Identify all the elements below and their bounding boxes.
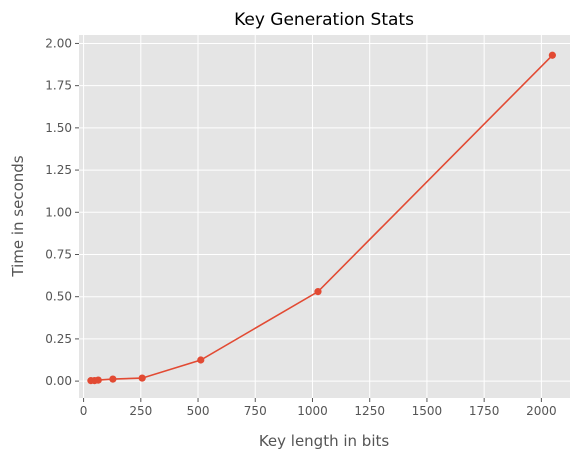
y-tick-label: 1.00 [45, 205, 72, 219]
data-point [109, 375, 117, 383]
y-tick-label: 0.25 [45, 332, 72, 346]
chart-title: Key Generation Stats [234, 10, 414, 30]
x-tick-label: 750 [244, 404, 267, 418]
x-tick-label: 1000 [297, 404, 328, 418]
x-axis-label: Key length in bits [259, 432, 390, 450]
y-tick-label: 0.50 [45, 290, 72, 304]
series [87, 51, 556, 385]
data-point [138, 374, 146, 382]
data-point [314, 288, 322, 296]
x-tick-label: 500 [187, 404, 210, 418]
y-tick-label: 0.00 [45, 374, 72, 388]
data-point [548, 51, 556, 59]
x-tick-label: 1500 [412, 404, 443, 418]
y-tick-label: 2.00 [45, 36, 72, 50]
y-tick-label: 0.75 [45, 247, 72, 261]
x-tick-label: 250 [129, 404, 152, 418]
data-point [94, 376, 102, 384]
y-tick-label: 1.75 [45, 79, 72, 93]
grid [79, 35, 570, 398]
y-ticks: 0.00 0.25 0.50 0.75 1.00 1.25 1.50 1.75 2.00 [45, 36, 79, 388]
y-tick-label: 1.25 [45, 163, 72, 177]
plot-area [79, 35, 570, 398]
x-tick-label: 0 [80, 404, 88, 418]
y-tick-label: 1.50 [45, 121, 72, 135]
x-tick-label: 2000 [526, 404, 557, 418]
x-ticks: 0 250 500 750 1000 1250 1500 1750 2000 [80, 398, 557, 418]
data-point [197, 356, 205, 364]
x-tick-label: 1750 [469, 404, 500, 418]
y-axis-label: Time in seconds [9, 155, 27, 277]
x-tick-label: 1250 [354, 404, 385, 418]
